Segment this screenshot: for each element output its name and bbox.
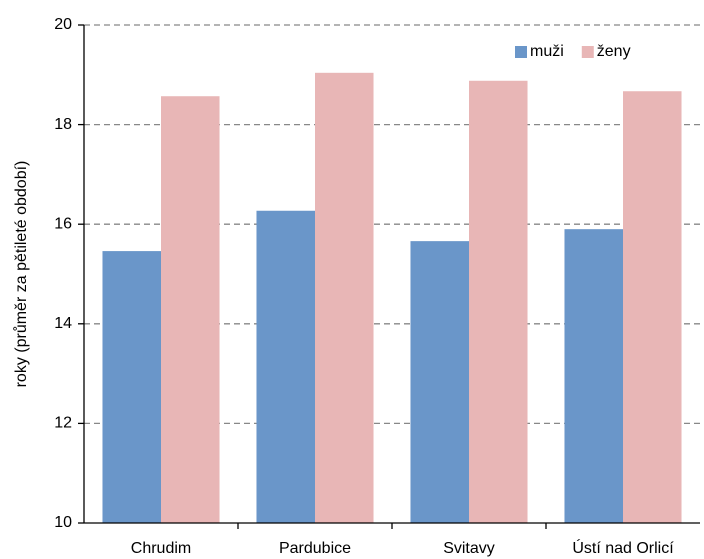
bar [410,241,469,523]
y-tick-label: 12 [54,415,72,432]
bar [102,251,161,524]
bar [623,91,682,523]
bar [469,80,528,523]
bar [161,96,220,524]
legend-label: ženy [597,43,631,60]
y-tick-label: 10 [54,514,72,531]
x-tick-label: Svitavy [443,540,495,557]
legend-swatch [515,46,527,58]
x-tick-label: Pardubice [279,540,351,557]
y-tick-label: 14 [54,315,72,332]
y-axis-label: roky (průměr za pětileté období) [12,161,30,388]
y-tick-label: 18 [54,116,72,133]
bar [315,72,374,524]
x-tick-label: Ústí nad Orlicí [572,538,674,557]
y-tick-label: 16 [54,215,72,232]
legend-swatch [581,46,594,58]
legend-label: muži [530,43,564,60]
y-tick-label: 20 [54,16,72,33]
bar [564,229,623,523]
bar [256,210,315,523]
x-tick-label: Chrudim [131,540,191,557]
